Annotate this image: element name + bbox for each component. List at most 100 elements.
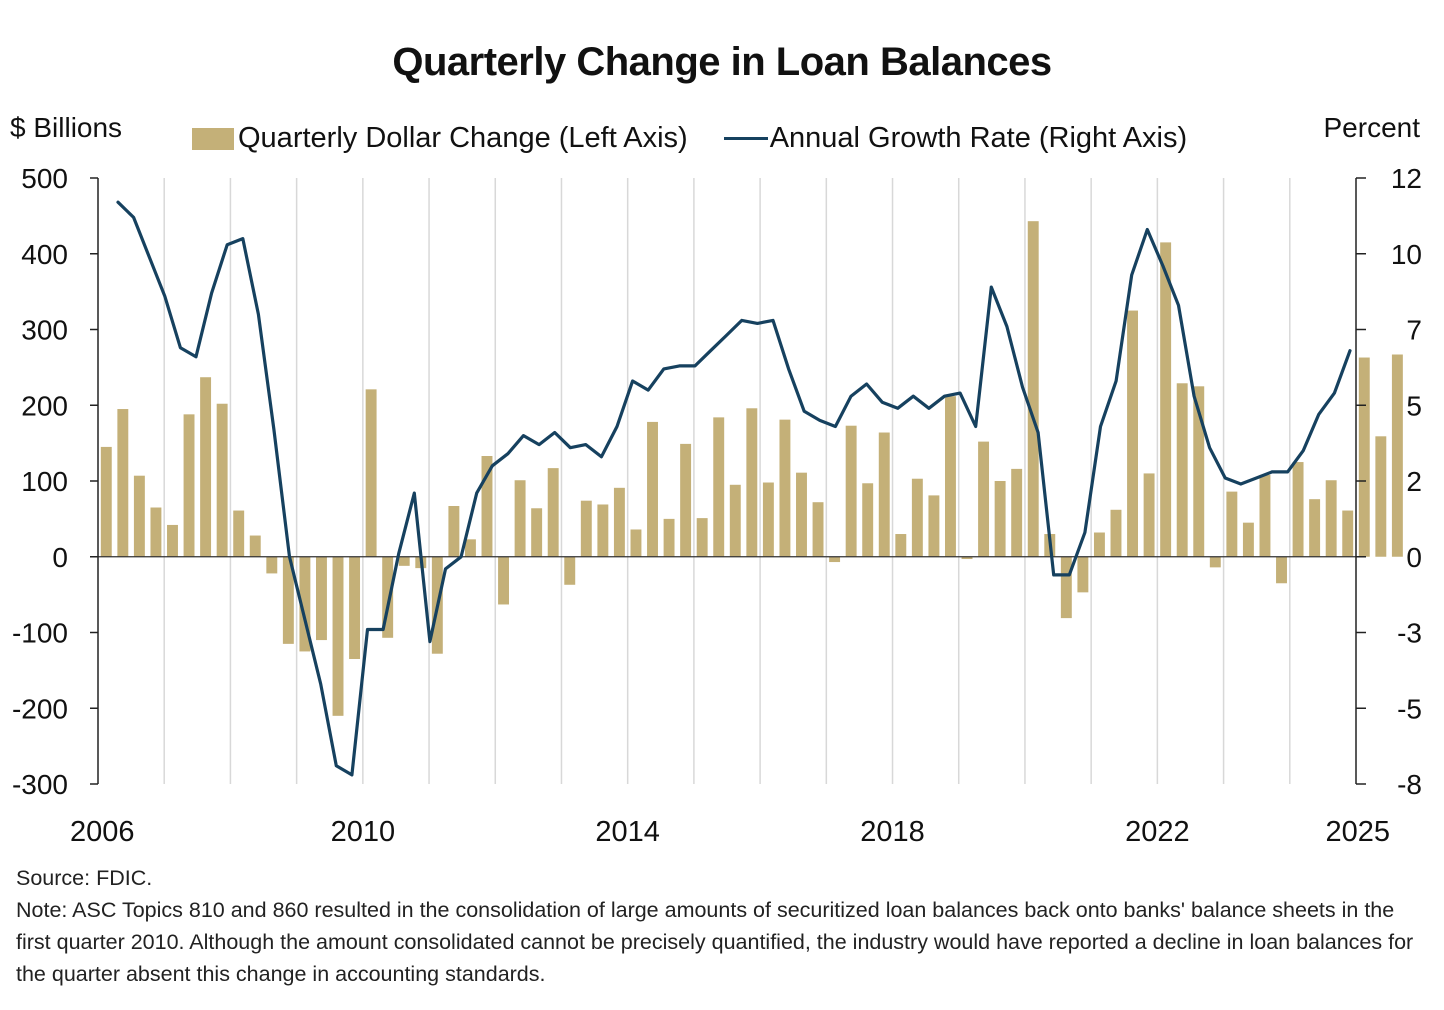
x-tick-label: 2006	[70, 816, 135, 848]
bar	[249, 535, 261, 557]
bar	[167, 524, 178, 557]
bar	[647, 421, 658, 557]
bar	[100, 446, 112, 557]
left-tick-label: -200	[12, 693, 68, 724]
bar	[978, 441, 990, 557]
bar	[315, 556, 327, 641]
bar	[1093, 532, 1105, 557]
right-tick-label: -8	[1397, 769, 1422, 800]
bar	[1325, 480, 1337, 557]
chart-title: Quarterly Change in Loan Balances	[392, 40, 1052, 84]
bar	[796, 472, 807, 557]
right-tick-label: 2	[1406, 466, 1422, 497]
bar	[498, 556, 510, 605]
right-tick-label: 7	[1406, 315, 1422, 346]
bar	[200, 377, 212, 557]
bar	[1209, 556, 1221, 568]
bar	[1011, 468, 1023, 557]
bar	[1375, 436, 1387, 557]
bar	[133, 475, 145, 557]
x-tick-label: 2010	[331, 816, 396, 848]
bar	[531, 508, 543, 557]
bar	[514, 480, 526, 557]
bar	[994, 481, 1006, 557]
bar	[829, 556, 841, 563]
bar	[878, 432, 890, 557]
bar	[1060, 556, 1072, 619]
bar	[398, 556, 410, 566]
bar	[1226, 491, 1238, 557]
bar	[779, 419, 791, 557]
bar	[812, 502, 824, 557]
bar	[282, 556, 294, 644]
bar	[663, 518, 675, 557]
bar	[961, 556, 973, 560]
left-axis-unit-label: $ Billions	[10, 112, 123, 143]
bar	[746, 408, 758, 557]
bar	[481, 456, 493, 557]
bar	[895, 534, 907, 557]
bar	[1193, 386, 1205, 557]
bar	[597, 504, 609, 557]
left-tick-label: 500	[21, 163, 68, 194]
bar	[680, 443, 692, 557]
legend-bar-swatch	[192, 127, 234, 150]
right-tick-label: 5	[1406, 390, 1422, 421]
bar	[1342, 510, 1354, 557]
bar	[630, 529, 642, 557]
source-note: Source: FDIC.	[16, 866, 153, 890]
bar	[762, 482, 774, 557]
left-tick-label: 0	[52, 542, 68, 573]
bar	[944, 396, 956, 557]
bar	[1309, 499, 1321, 557]
x-tick-label: 2022	[1125, 816, 1190, 848]
bar	[1292, 462, 1304, 557]
bar	[547, 468, 559, 557]
bar	[1176, 383, 1188, 557]
bar	[117, 409, 129, 557]
right-tick-label: 10	[1391, 239, 1422, 270]
bar	[150, 507, 162, 557]
explanatory-note: Note: ASC Topics 810 and 860 resulted in…	[16, 898, 1414, 986]
bar	[266, 556, 278, 574]
bar	[580, 500, 592, 557]
legend: Quarterly Dollar Change (Left Axis) Annu…	[192, 122, 1187, 155]
bar	[845, 425, 857, 557]
bar	[216, 403, 228, 557]
left-tick-label: 100	[21, 466, 68, 497]
bar	[382, 556, 394, 638]
bar	[464, 539, 476, 557]
growth-rate-line	[116, 200, 1352, 777]
bar	[1110, 509, 1122, 557]
bar	[928, 495, 940, 557]
bar	[862, 483, 874, 557]
legend-line-label: Annual Growth Rate (Right Axis)	[769, 122, 1188, 154]
x-tick-label: 2014	[595, 816, 660, 848]
right-tick-label: -5	[1397, 693, 1422, 724]
bar	[1242, 522, 1254, 557]
right-tick-label: 12	[1391, 163, 1422, 194]
bar	[713, 417, 725, 557]
bar	[233, 510, 245, 557]
left-tick-label: -300	[12, 769, 68, 800]
bar	[1160, 242, 1172, 557]
right-axis-unit-label: Percent	[1323, 112, 1421, 143]
footnotes: Source: FDIC. Note: ASC Topics 810 and 8…	[16, 862, 1426, 990]
left-tick-label: 300	[21, 315, 68, 346]
x-tick-label: 2018	[860, 816, 925, 848]
bar	[1127, 310, 1139, 557]
bar	[299, 556, 311, 652]
bar	[1143, 473, 1155, 557]
bar	[911, 478, 923, 557]
bar	[613, 487, 625, 557]
legend-line-swatch	[723, 137, 768, 140]
bar	[1259, 474, 1271, 557]
legend-bar-label: Quarterly Dollar Change (Left Axis)	[238, 122, 688, 154]
bar	[1358, 357, 1370, 557]
bar	[1077, 556, 1089, 593]
bar	[1276, 556, 1287, 584]
bar	[448, 505, 460, 557]
bar	[696, 518, 708, 557]
bar	[564, 556, 576, 585]
bar	[1027, 221, 1039, 557]
